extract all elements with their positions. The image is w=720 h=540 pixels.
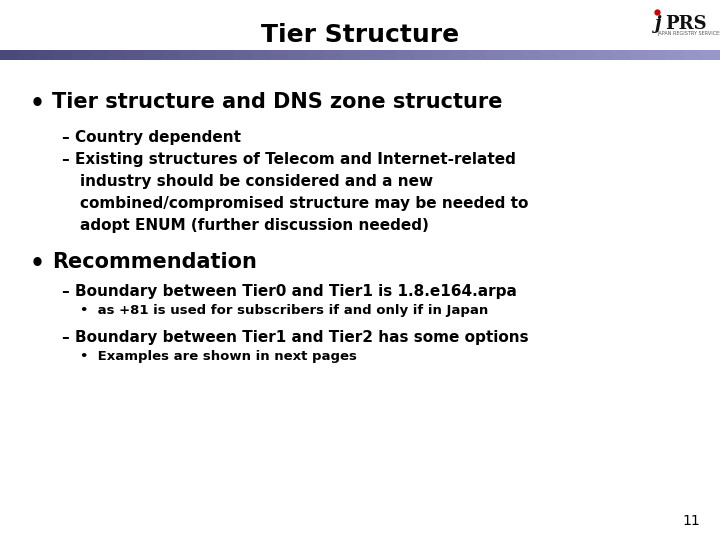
Bar	[648, 50, 666, 60]
Text: JAPAN REGISTRY SERVICES: JAPAN REGISTRY SERVICES	[657, 31, 720, 36]
Bar	[36, 50, 54, 60]
Text: – Country dependent: – Country dependent	[62, 130, 241, 145]
Bar	[126, 50, 144, 60]
Bar	[558, 50, 576, 60]
Bar	[468, 50, 486, 60]
Bar	[612, 50, 630, 60]
Bar	[504, 50, 522, 60]
Text: j: j	[655, 15, 662, 33]
Text: •: •	[30, 252, 45, 276]
Text: – Existing structures of Telecom and Internet-related: – Existing structures of Telecom and Int…	[62, 152, 516, 167]
Bar	[198, 50, 216, 60]
Text: adopt ENUM (further discussion needed): adopt ENUM (further discussion needed)	[80, 218, 429, 233]
Bar	[378, 50, 396, 60]
Bar	[108, 50, 126, 60]
Bar	[288, 50, 306, 60]
Bar	[666, 50, 684, 60]
Bar	[252, 50, 270, 60]
Text: combined/compromised structure may be needed to: combined/compromised structure may be ne…	[80, 196, 528, 211]
Bar	[162, 50, 180, 60]
Bar	[360, 50, 378, 60]
Bar	[432, 50, 450, 60]
Bar	[270, 50, 288, 60]
Text: – Boundary between Tier1 and Tier2 has some options: – Boundary between Tier1 and Tier2 has s…	[62, 330, 528, 345]
Text: •  as +81 is used for subscribers if and only if in Japan: • as +81 is used for subscribers if and …	[80, 304, 488, 317]
Text: •  Examples are shown in next pages: • Examples are shown in next pages	[80, 350, 357, 363]
Bar	[342, 50, 360, 60]
Bar	[324, 50, 342, 60]
Bar	[594, 50, 612, 60]
Text: Tier structure and DNS zone structure: Tier structure and DNS zone structure	[52, 92, 503, 112]
Bar	[72, 50, 90, 60]
Text: PRS: PRS	[665, 15, 706, 33]
Text: •: •	[30, 92, 45, 116]
Bar	[630, 50, 648, 60]
Bar	[234, 50, 252, 60]
Bar	[144, 50, 162, 60]
Bar	[486, 50, 504, 60]
Text: Tier Structure: Tier Structure	[261, 23, 459, 47]
Text: Recommendation: Recommendation	[52, 252, 257, 272]
Bar	[684, 50, 702, 60]
Bar	[702, 50, 720, 60]
Text: industry should be considered and a new: industry should be considered and a new	[80, 174, 433, 189]
Bar	[54, 50, 72, 60]
Bar	[450, 50, 468, 60]
Bar	[576, 50, 594, 60]
Bar	[0, 50, 18, 60]
Text: 11: 11	[683, 514, 700, 528]
Bar	[18, 50, 36, 60]
Bar	[414, 50, 432, 60]
Bar	[180, 50, 198, 60]
Bar	[90, 50, 108, 60]
Bar	[396, 50, 414, 60]
Bar	[216, 50, 234, 60]
Bar	[306, 50, 324, 60]
Bar	[522, 50, 540, 60]
Bar	[540, 50, 558, 60]
Text: – Boundary between Tier0 and Tier1 is 1.8.e164.arpa: – Boundary between Tier0 and Tier1 is 1.…	[62, 284, 517, 299]
